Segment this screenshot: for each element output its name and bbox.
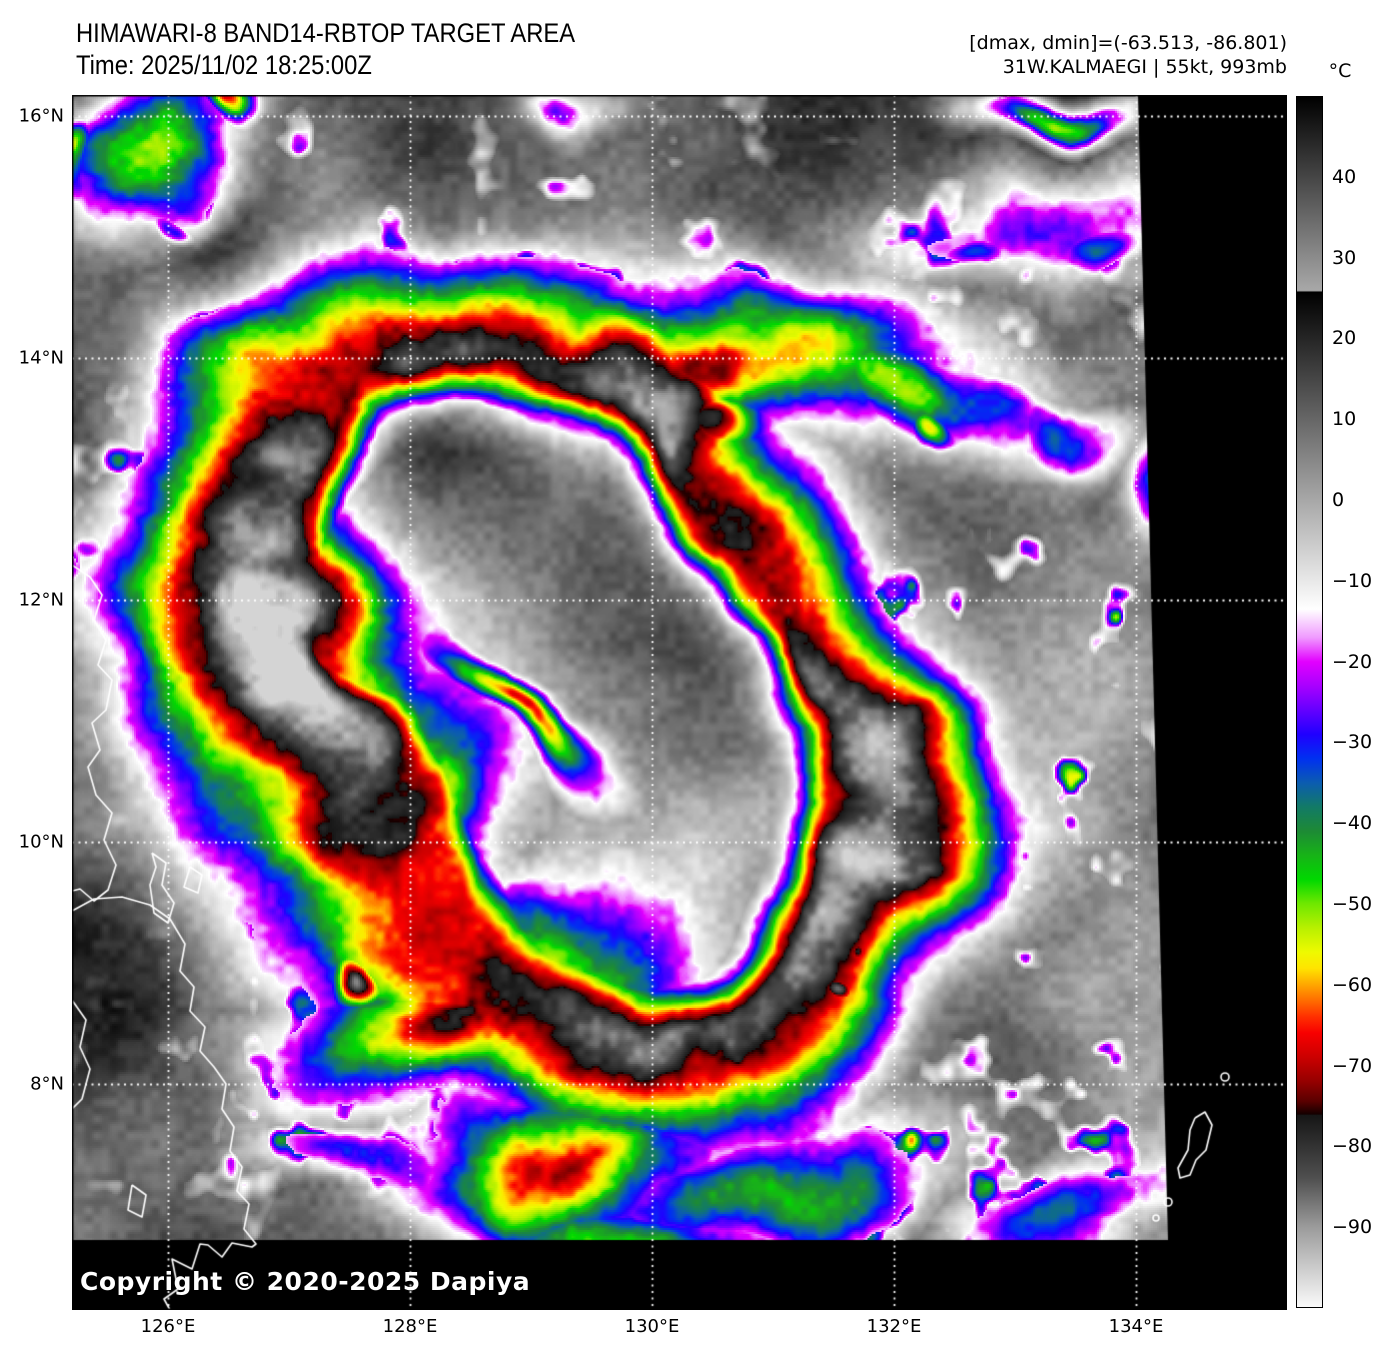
map-grid-coastline-canvas — [72, 95, 1287, 1310]
lon-tick-label: 126°E — [140, 1316, 196, 1337]
lon-tick-label: 130°E — [624, 1316, 680, 1337]
colorbar-tick-label: −50 — [1332, 893, 1373, 915]
colorbar-tick-label: −10 — [1332, 569, 1373, 592]
lat-tick-label: 14°N — [18, 347, 64, 369]
lon-tick-label: 132°E — [866, 1316, 922, 1337]
timestamp-label: Time: 2025/11/02 18:25:00Z — [76, 50, 372, 80]
colorbar-tick-label: −30 — [1332, 731, 1373, 754]
lat-tick-label: 10°N — [18, 831, 64, 853]
colorbar-tick-label: 0 — [1332, 489, 1345, 511]
storm-info-readout: 31W.KALMAEGI | 55kt, 993mb — [1002, 56, 1287, 78]
lon-tick-label: 128°E — [382, 1316, 438, 1337]
dmax-dmin-readout: [dmax, dmin]=(-63.513, -86.801) — [969, 32, 1287, 54]
colorbar-unit-label: °C — [1328, 60, 1352, 82]
colorbar-tick-label: −40 — [1332, 812, 1373, 835]
colorbar-tick-label: 40 — [1332, 165, 1357, 188]
temperature-colorbar — [1296, 96, 1323, 1308]
colorbar-tick-label: −80 — [1332, 1135, 1373, 1158]
colorbar-tick-label: 30 — [1332, 246, 1357, 269]
colorbar-tick-label: 20 — [1332, 327, 1357, 350]
lat-tick-label: 12°N — [18, 589, 64, 611]
page-title: HIMAWARI-8 BAND14-RBTOP TARGET AREA — [76, 18, 576, 48]
lon-tick-label: 134°E — [1108, 1316, 1164, 1337]
colorbar-tick-label: −60 — [1332, 973, 1373, 996]
copyright-watermark: Copyright © 2020-2025 Dapiya — [80, 1267, 531, 1296]
lat-tick-label: 16°N — [18, 105, 64, 127]
colorbar-tick-label: 10 — [1332, 408, 1357, 431]
colorbar-tick-label: −70 — [1332, 1054, 1373, 1077]
map-plot-area: Copyright © 2020-2025 Dapiya — [72, 95, 1287, 1310]
lat-tick-label: 8°N — [30, 1073, 64, 1095]
colorbar-tick-label: −90 — [1332, 1216, 1373, 1239]
colorbar-tick-label: −20 — [1332, 650, 1373, 673]
